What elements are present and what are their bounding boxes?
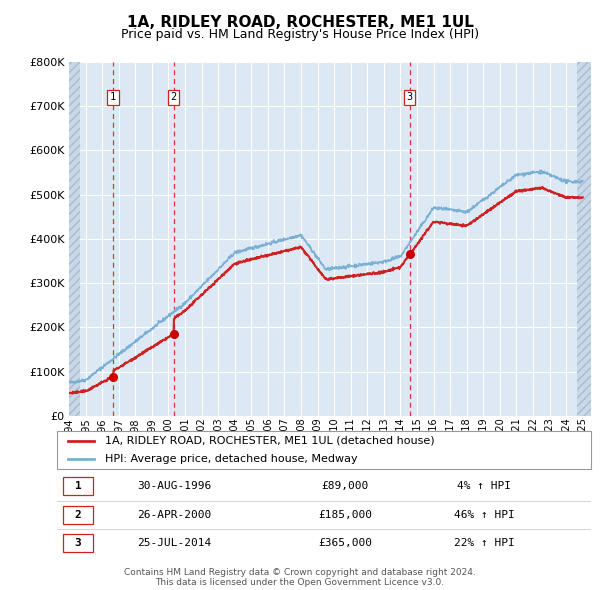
Text: 4% ↑ HPI: 4% ↑ HPI <box>457 481 511 491</box>
Text: 3: 3 <box>75 538 82 548</box>
FancyBboxPatch shape <box>57 431 591 469</box>
Text: £185,000: £185,000 <box>319 510 373 520</box>
Text: HPI: Average price, detached house, Medway: HPI: Average price, detached house, Medw… <box>105 454 358 464</box>
Text: 1A, RIDLEY ROAD, ROCHESTER, ME1 1UL: 1A, RIDLEY ROAD, ROCHESTER, ME1 1UL <box>127 15 473 30</box>
Bar <box>577 62 591 416</box>
Text: 3: 3 <box>407 93 413 102</box>
Text: 2: 2 <box>75 510 82 520</box>
FancyBboxPatch shape <box>64 506 93 523</box>
FancyBboxPatch shape <box>64 535 93 552</box>
Text: 25-JUL-2014: 25-JUL-2014 <box>137 538 212 548</box>
Text: 2: 2 <box>170 93 177 102</box>
FancyBboxPatch shape <box>57 472 591 558</box>
Text: £89,000: £89,000 <box>322 481 369 491</box>
Text: 1: 1 <box>110 93 116 102</box>
Text: 26-APR-2000: 26-APR-2000 <box>137 510 212 520</box>
Text: 1A, RIDLEY ROAD, ROCHESTER, ME1 1UL (detached house): 1A, RIDLEY ROAD, ROCHESTER, ME1 1UL (det… <box>105 435 434 445</box>
Text: 1: 1 <box>75 481 82 491</box>
Text: 30-AUG-1996: 30-AUG-1996 <box>137 481 212 491</box>
Text: £365,000: £365,000 <box>319 538 373 548</box>
Bar <box>69 62 80 416</box>
Text: 46% ↑ HPI: 46% ↑ HPI <box>454 510 515 520</box>
Text: Contains HM Land Registry data © Crown copyright and database right 2024.
This d: Contains HM Land Registry data © Crown c… <box>124 568 476 587</box>
Text: Price paid vs. HM Land Registry's House Price Index (HPI): Price paid vs. HM Land Registry's House … <box>121 28 479 41</box>
Text: 22% ↑ HPI: 22% ↑ HPI <box>454 538 515 548</box>
FancyBboxPatch shape <box>64 477 93 495</box>
